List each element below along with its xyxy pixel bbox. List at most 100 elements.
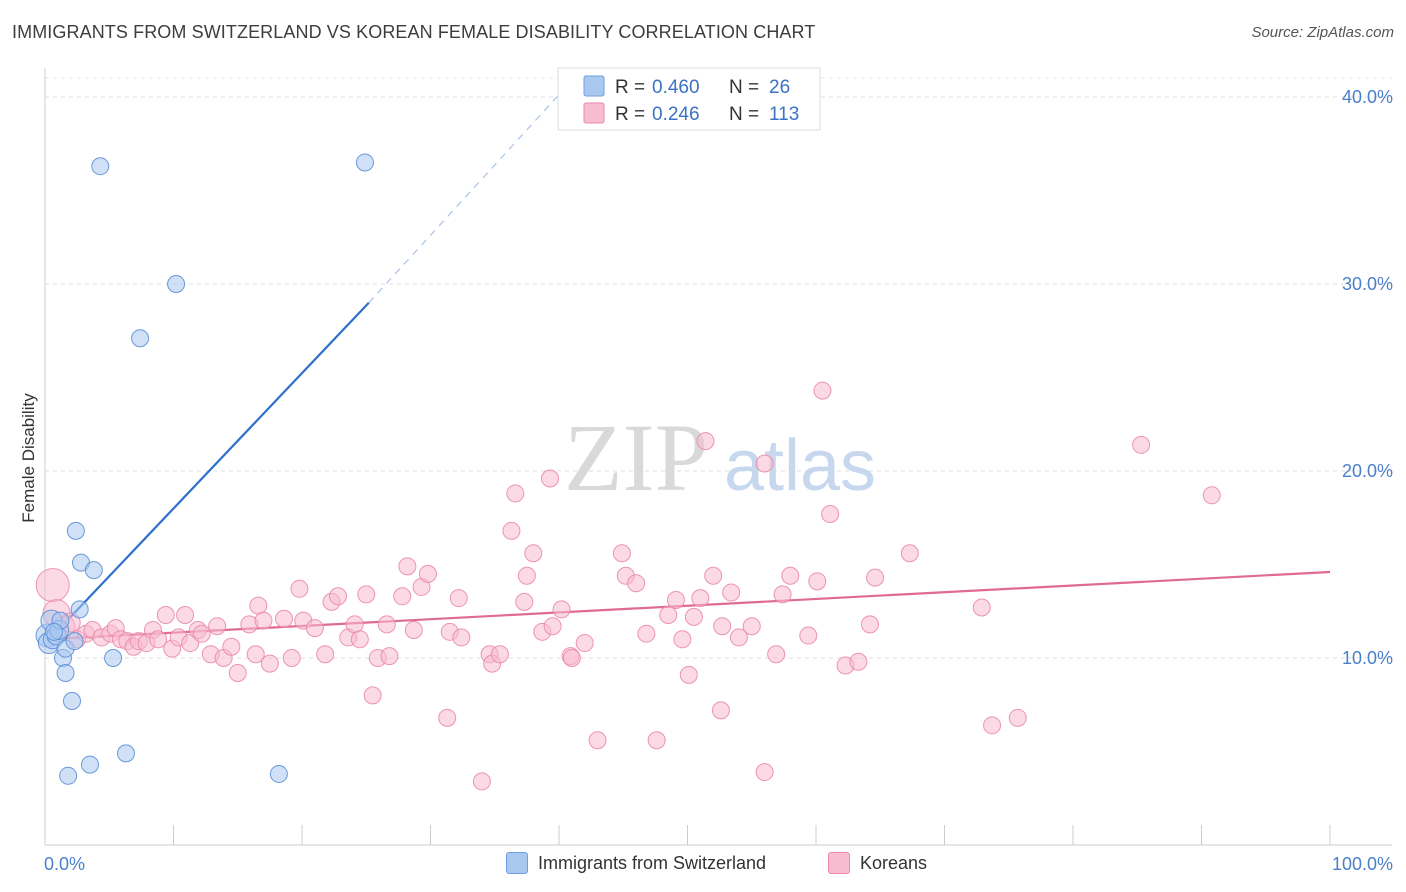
point-series1-51 — [398, 557, 417, 576]
x-tick-label-0: 0.0% — [44, 854, 85, 874]
point-series1-76 — [612, 544, 631, 563]
point-series1-80 — [659, 605, 678, 624]
legend-top-r-value-1: 0.246 — [652, 104, 700, 125]
point-series1-107 — [983, 716, 1002, 735]
point-series0-8 — [56, 663, 75, 682]
point-series1-48 — [380, 647, 399, 666]
point-series1-17 — [156, 605, 175, 624]
point-series1-111 — [781, 566, 800, 585]
point-series1-99 — [813, 381, 832, 400]
legend-label-switzerland: Immigrants from Switzerland — [538, 852, 767, 873]
point-series1-43 — [345, 615, 364, 634]
point-series1-44 — [350, 630, 369, 649]
point-series1-110 — [1202, 486, 1221, 505]
point-series0-18 — [91, 157, 110, 176]
point-series1-112 — [627, 574, 646, 593]
point-series1-67 — [524, 544, 543, 563]
legend-top: R = 0.460 N = 26 R = 0.246 N = 113 — [557, 67, 821, 131]
point-series1-31 — [249, 596, 268, 615]
point-series1-108 — [1008, 708, 1027, 727]
point-series1-30 — [246, 645, 265, 664]
trend-line-extension-0 — [368, 87, 566, 304]
point-series1-49 — [377, 615, 396, 634]
point-series1-63 — [502, 521, 521, 540]
point-series1-103 — [860, 615, 879, 634]
point-series1-54 — [418, 564, 437, 583]
legend-top-swatch-0 — [583, 75, 605, 97]
point-series0-13 — [66, 521, 85, 540]
trend-lines — [46, 87, 1331, 642]
point-series1-82 — [673, 630, 692, 649]
point-series1-70 — [543, 617, 562, 636]
point-series1-62 — [490, 645, 509, 664]
point-series0-25 — [44, 622, 63, 641]
point-series1-109 — [1132, 435, 1151, 454]
point-series1-86 — [696, 432, 715, 451]
source-label: Source: ZipAtlas.com — [1251, 24, 1394, 41]
point-series1-33 — [260, 654, 279, 673]
legend-top-r-value-0: 0.460 — [652, 77, 700, 98]
y-tick-label-3: 40.0% — [1342, 87, 1393, 107]
point-series1-32 — [254, 611, 273, 630]
point-series1-83 — [679, 665, 698, 684]
point-series1-45 — [357, 585, 376, 604]
point-series0-22 — [167, 275, 186, 293]
point-series1-38 — [305, 619, 324, 638]
point-series0-14 — [70, 600, 89, 619]
point-series1-46 — [363, 686, 382, 705]
legend-top-n-label-1: N = — [729, 104, 759, 125]
y-tick-label-0: 10.0% — [1342, 648, 1393, 668]
point-series1-92 — [742, 617, 761, 636]
point-series1-35 — [282, 649, 301, 667]
legend-label-koreans: Koreans — [860, 852, 928, 873]
legend-swatch-switzerland — [506, 852, 528, 874]
point-series0-21 — [131, 329, 150, 348]
point-series1-39 — [316, 645, 335, 664]
point-series1-73 — [562, 649, 581, 667]
point-series1-16 — [149, 630, 168, 649]
point-series1-75 — [588, 731, 607, 750]
point-series1-69 — [541, 469, 560, 488]
point-series1-65 — [517, 566, 536, 585]
legend-item-switzerland: Immigrants from Switzerland — [506, 852, 766, 874]
legend-top-n-value-0: 26 — [769, 77, 790, 98]
point-series1-96 — [773, 585, 792, 604]
point-series0-23 — [269, 764, 288, 783]
point-series1-36 — [290, 579, 309, 598]
point-series1-106 — [972, 598, 991, 617]
x-tick-label-1: 100.0% — [1332, 854, 1393, 874]
trend-line-1 — [47, 570, 1331, 641]
point-series1-88 — [711, 701, 730, 720]
legend-top-r-label-1: R = — [615, 104, 645, 125]
point-series1-104 — [866, 568, 885, 587]
point-series1-58 — [452, 628, 471, 647]
point-series1-23 — [192, 624, 211, 643]
legend-top-n-value-1: 113 — [769, 104, 799, 125]
watermark-zip: ZIP — [564, 404, 708, 511]
trend-line-0 — [46, 301, 370, 642]
point-series1-89 — [713, 617, 732, 636]
point-series1-91 — [729, 628, 748, 647]
point-series1-87 — [704, 566, 723, 585]
point-series1-55 — [438, 708, 457, 727]
point-series1-79 — [647, 731, 666, 750]
point-series1-0 — [35, 568, 70, 603]
y-tick-label-2: 30.0% — [1342, 274, 1393, 294]
point-series1-97 — [799, 626, 818, 645]
point-series0-17 — [84, 561, 103, 580]
y-tick-label-1: 20.0% — [1342, 461, 1393, 481]
x-tick-labels: 0.0% 100.0% — [44, 854, 1393, 874]
point-series1-34 — [275, 609, 294, 628]
point-series0-24 — [355, 153, 374, 172]
watermark: ZIP atlas — [564, 404, 876, 511]
point-series1-27 — [222, 637, 241, 656]
point-series1-95 — [767, 645, 786, 664]
point-series1-71 — [552, 600, 571, 619]
point-series0-19 — [104, 649, 123, 667]
point-series1-20 — [176, 605, 195, 624]
point-series1-74 — [575, 634, 594, 653]
point-series1-84 — [684, 607, 703, 626]
point-series1-78 — [637, 624, 656, 643]
legend-item-koreans: Koreans — [828, 852, 927, 874]
